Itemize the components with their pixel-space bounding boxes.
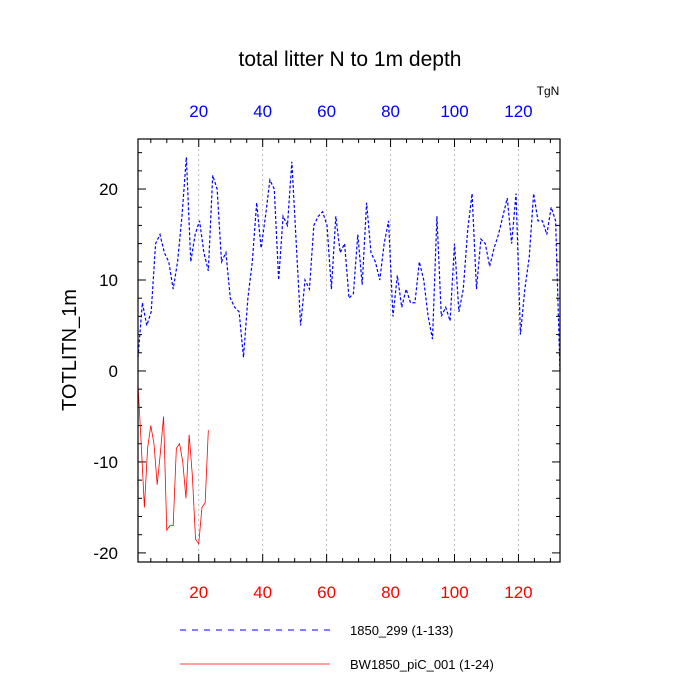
legend-label-blue: 1850_299 (1-133) — [350, 623, 453, 638]
y-axis-label: TOTLITN_1m — [59, 289, 81, 411]
x-tick-label-top: 20 — [189, 102, 208, 121]
x-tick-label-top: 60 — [317, 102, 336, 121]
tick-labels: 20 20 40 40 60 60 80 80 100 100 120 120 -20 -10 0 10 20 — [93, 102, 532, 602]
x-tick-label-top: 100 — [440, 102, 468, 121]
series-line-red — [137, 384, 209, 545]
x-tick-label-top: 120 — [504, 102, 532, 121]
x-tick-label-bottom: 60 — [317, 583, 336, 602]
y-tick-label: 20 — [99, 180, 118, 199]
units-label: TgN — [537, 84, 560, 98]
legend-label-red: BW1850_piC_001 (1-24) — [350, 657, 494, 672]
y-tick-label: -10 — [93, 453, 118, 472]
axis-ticks — [138, 139, 560, 562]
x-tick-label-bottom: 80 — [381, 583, 400, 602]
x-gridlines — [198, 139, 519, 562]
y-tick-label: 10 — [99, 271, 118, 290]
x-tick-label-top: 80 — [381, 102, 400, 121]
data-lines — [137, 157, 561, 545]
x-tick-label-bottom: 100 — [440, 583, 468, 602]
plot-frame — [137, 138, 561, 563]
x-tick-label-bottom: 40 — [253, 583, 272, 602]
x-tick-label-bottom: 120 — [504, 583, 532, 602]
y-tick-label: -20 — [93, 544, 118, 563]
chart-title: total litter N to 1m depth — [239, 48, 462, 71]
x-tick-label-top: 40 — [253, 102, 272, 121]
series-line-blue — [137, 157, 561, 371]
y-tick-label: 0 — [109, 362, 118, 381]
legend: 1850_299 (1-133) BW1850_piC_001 (1-24) — [180, 623, 494, 672]
x-tick-label-bottom: 20 — [189, 583, 208, 602]
